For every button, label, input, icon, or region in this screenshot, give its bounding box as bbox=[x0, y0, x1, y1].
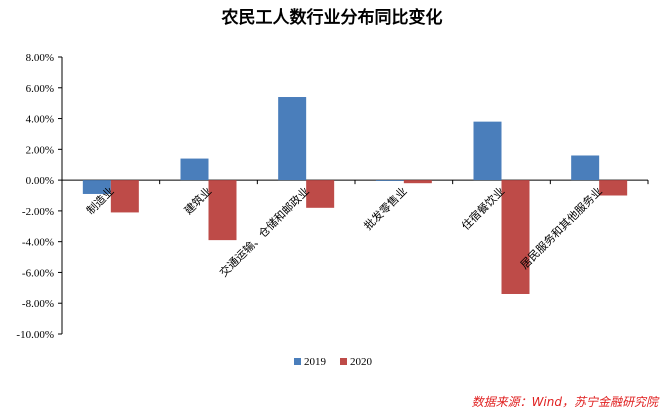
legend-swatch-2020 bbox=[340, 358, 347, 365]
source-note: 数据来源：Wind，苏宁金融研究院 bbox=[472, 395, 660, 409]
y-axis: 8.00% 6.00% 4.00% 2.00% 0.00% -2.00% -4.00% -6.… bbox=[16, 52, 649, 341]
category-label: 居民服务和其他服务业 bbox=[518, 185, 605, 272]
category-label: 住宿餐饮业 bbox=[458, 184, 507, 233]
y-tick-label: -4.00% bbox=[22, 237, 54, 249]
bar-2020-1 bbox=[208, 180, 237, 241]
chart-title: 农民工人数行业分布同比变化 bbox=[221, 7, 443, 28]
legend-label-2019: 2019 bbox=[304, 356, 327, 368]
bar-2019-3 bbox=[375, 180, 404, 181]
bar-2020-5 bbox=[599, 180, 628, 196]
y-tick-label: 6.00% bbox=[26, 83, 54, 95]
y-tick-label: 0.00% bbox=[26, 175, 54, 187]
bar-2019-4 bbox=[473, 121, 502, 181]
legend-label-2020: 2020 bbox=[350, 356, 373, 368]
category-label: 批发零售业 bbox=[361, 184, 410, 233]
bar-2020-0 bbox=[110, 180, 139, 213]
legend: 2019 2020 bbox=[294, 356, 373, 368]
y-tick-label: -2.00% bbox=[22, 206, 54, 218]
y-tick-label: 2.00% bbox=[26, 144, 54, 156]
bars bbox=[82, 97, 628, 294]
y-tick-label: -6.00% bbox=[22, 267, 54, 279]
bar-2019-5 bbox=[571, 155, 600, 181]
y-tick-label: -10.00% bbox=[16, 329, 54, 341]
bar-2020-3 bbox=[403, 180, 432, 184]
bar-2020-2 bbox=[306, 180, 335, 208]
y-tick-label: 4.00% bbox=[26, 114, 54, 126]
bar-2019-2 bbox=[278, 97, 307, 181]
y-tick-label: 8.00% bbox=[26, 52, 54, 64]
legend-swatch-2019 bbox=[294, 358, 301, 365]
y-tick-label: -8.00% bbox=[22, 298, 54, 310]
bar-2020-4 bbox=[501, 180, 530, 294]
bar-2019-0 bbox=[82, 180, 111, 194]
bar-2019-1 bbox=[180, 158, 209, 181]
